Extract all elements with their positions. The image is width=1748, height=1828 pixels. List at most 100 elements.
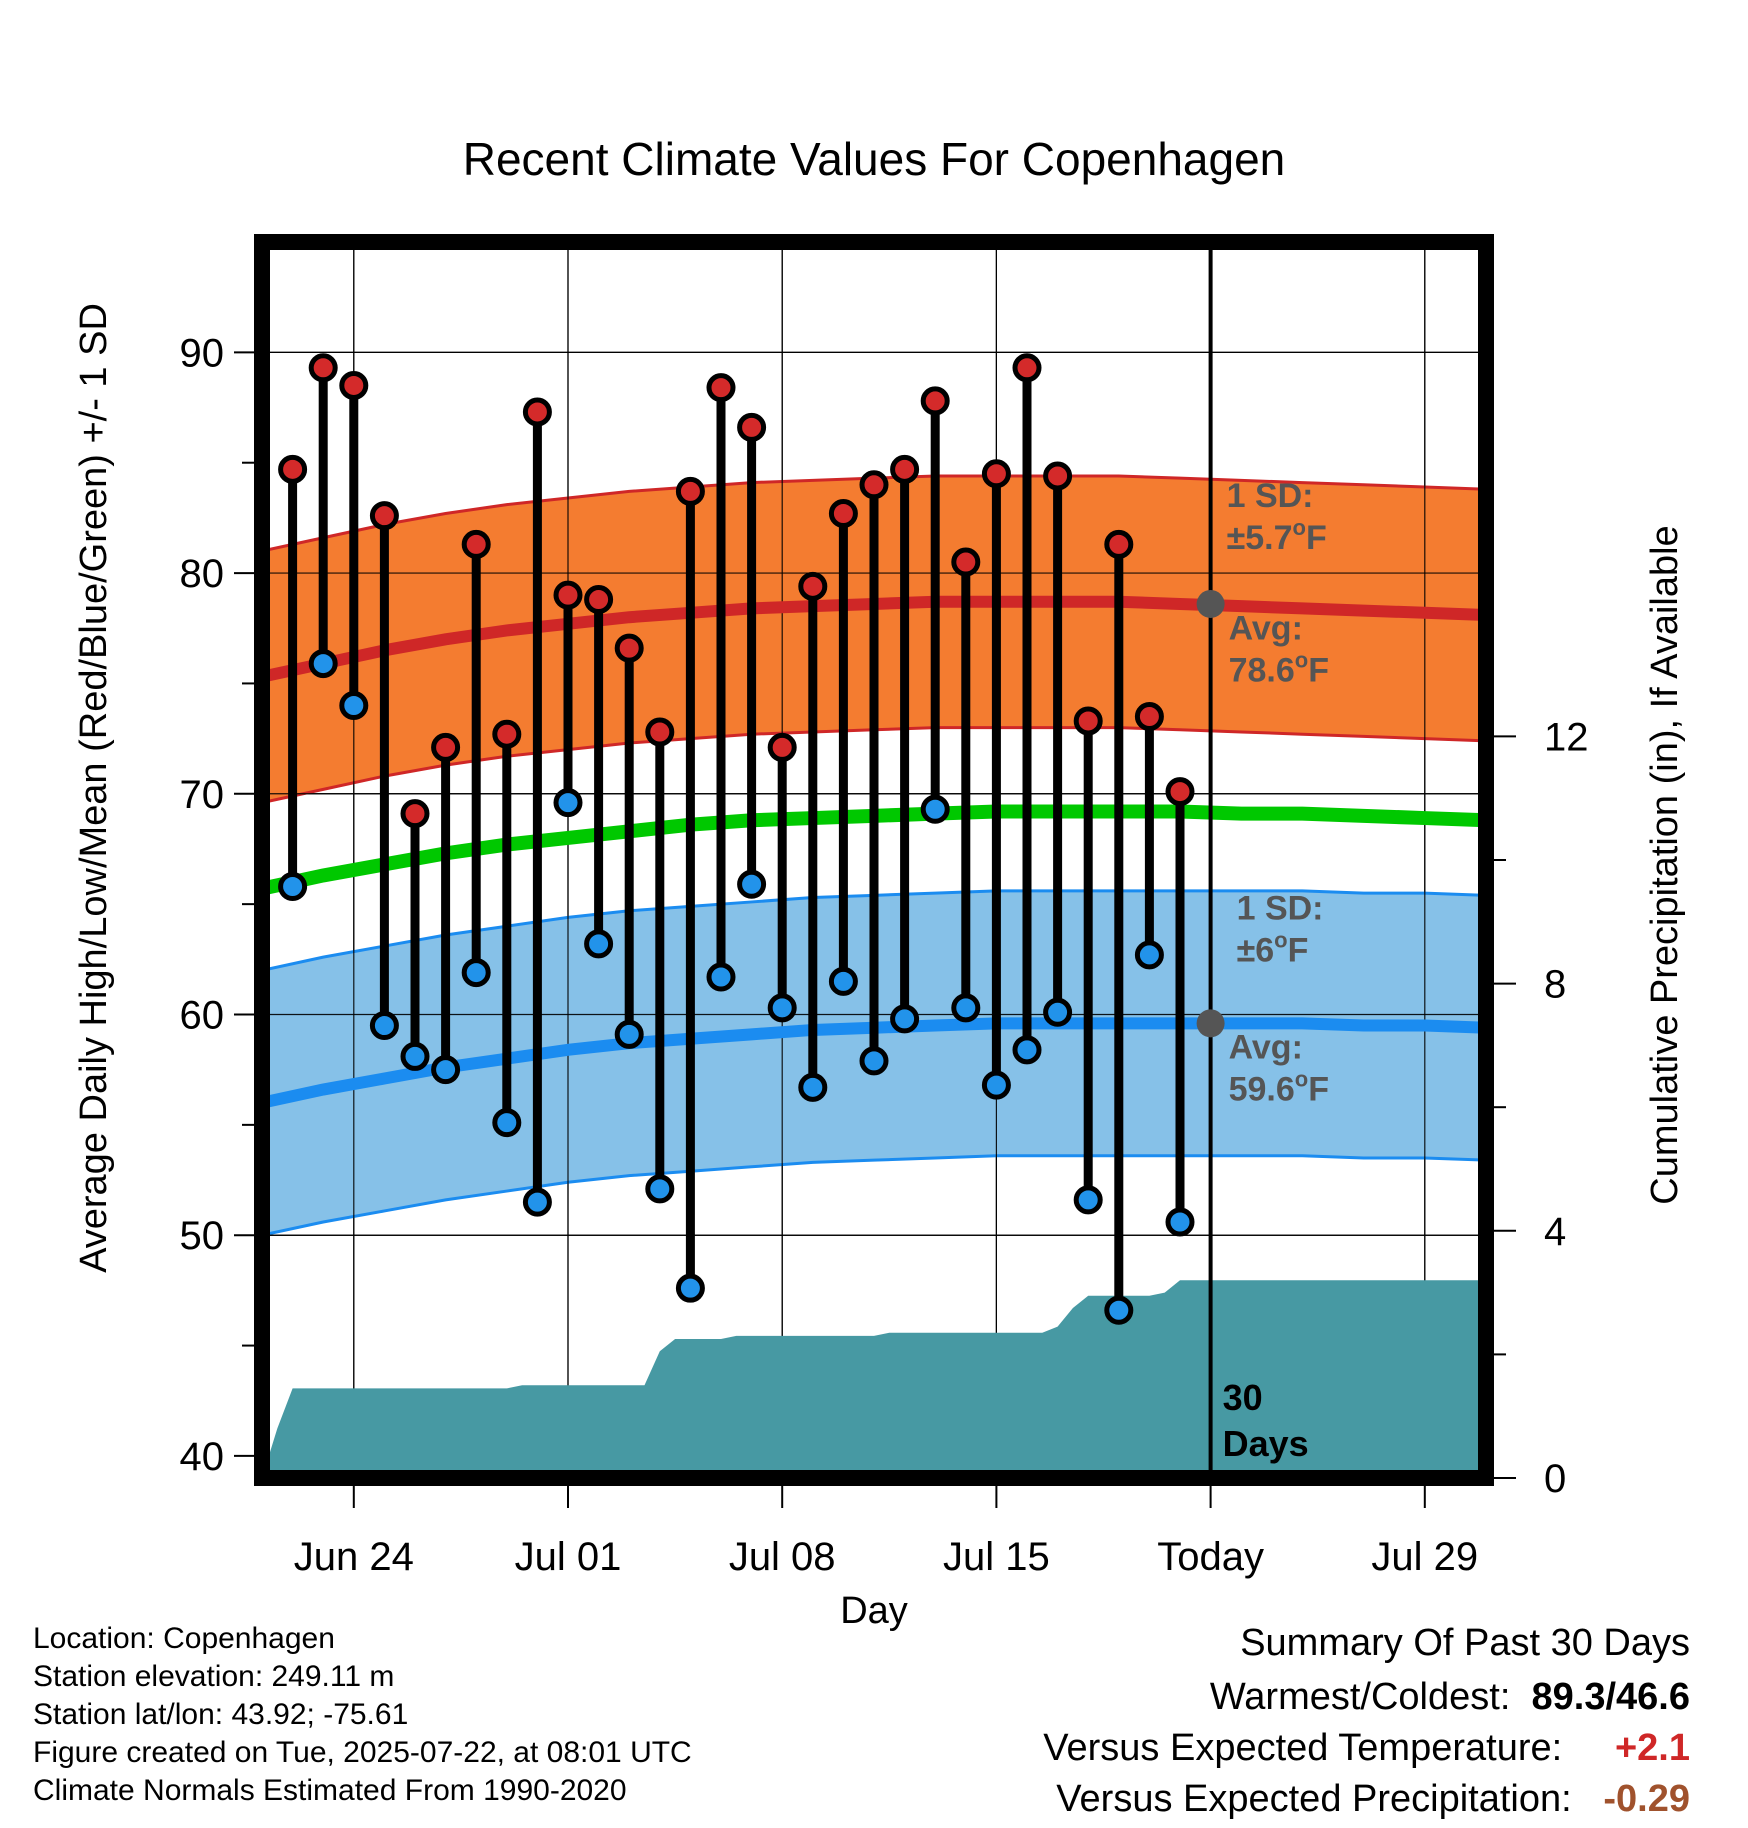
daily-low-point xyxy=(369,1011,399,1041)
low-avg-annotation-unit: F xyxy=(1308,1071,1329,1109)
daily-low-point xyxy=(737,869,767,899)
window-label-count: 30 xyxy=(1223,1377,1263,1418)
x-tick-label: Today xyxy=(1157,1535,1264,1579)
daily-high-point xyxy=(553,580,583,610)
summary-precipitation: Versus Expected Precipitation: -0.29 xyxy=(1056,1778,1690,1821)
low-sd-annotation-degree: o xyxy=(1274,928,1287,953)
y-tick-label: 60 xyxy=(180,994,225,1038)
daily-high-point xyxy=(522,397,552,427)
plot-frame xyxy=(254,234,1494,1486)
high-avg-annotation-value: 78.6 xyxy=(1229,651,1295,689)
daily-low-point xyxy=(1134,940,1164,970)
daily-high-point xyxy=(798,571,828,601)
daily-low-point xyxy=(1165,1207,1195,1237)
low-sd-annotation: 1 SD: ±6oF xyxy=(1237,890,1324,970)
y-axis-label: Average Daily High/Low/Mean (Red/Blue/Gr… xyxy=(73,303,115,1273)
daily-high-point xyxy=(706,373,736,403)
high-avg-annotation-unit: F xyxy=(1308,651,1329,689)
y2-tick-label: 0 xyxy=(1544,1457,1566,1501)
info-latlon: Station lat/lon: 43.92; -75.61 xyxy=(33,1698,409,1731)
x-tick-label: Jul 08 xyxy=(729,1535,836,1579)
daily-high-point xyxy=(278,454,308,484)
today-low-avg-marker xyxy=(1196,1009,1225,1038)
daily-high-point xyxy=(1104,529,1134,559)
y-tick-label: 40 xyxy=(180,1435,225,1479)
high-avg-annotation-degree: o xyxy=(1295,647,1308,672)
daily-high-point xyxy=(859,470,889,500)
station-info: Location: Copenhagen Station elevation: … xyxy=(33,1620,692,1810)
precipitation-area xyxy=(262,1280,1486,1478)
summary-heading: Summary Of Past 30 Days xyxy=(1240,1622,1690,1664)
high-sd-annotation-value: ±5.7 xyxy=(1227,519,1293,557)
daily-low-point xyxy=(584,929,614,959)
low-avg-annotation-line1: Avg: xyxy=(1229,1029,1303,1067)
daily-high-point xyxy=(767,732,797,762)
daily-low-point xyxy=(767,993,797,1023)
daily-high-point xyxy=(1012,353,1042,383)
high-avg-annotation: Avg: 78.6oF xyxy=(1229,609,1329,689)
daily-high-point xyxy=(828,498,858,528)
daily-high-point xyxy=(1043,461,1073,491)
x-tick-label: Jul 15 xyxy=(943,1535,1050,1579)
window-label-unit: Days xyxy=(1223,1423,1309,1464)
daily-high-point xyxy=(400,799,430,829)
low-sd-lower xyxy=(262,1154,1486,1237)
daily-high-point xyxy=(675,476,705,506)
x-tick-label: Jul 01 xyxy=(515,1535,622,1579)
daily-low-point xyxy=(308,649,338,679)
daily-high-point xyxy=(920,386,950,416)
warm-cold-label: Warmest/Coldest: xyxy=(1209,1676,1511,1718)
warm-cold-value: 89.3/46.6 xyxy=(1531,1676,1690,1718)
high-sd-annotation-unit: F xyxy=(1306,519,1327,557)
y2-tick-label: 8 xyxy=(1544,963,1566,1007)
low-avg-annotation-value: 59.6 xyxy=(1229,1071,1295,1109)
today-high-avg-marker xyxy=(1196,589,1225,618)
daily-low-point xyxy=(706,962,736,992)
daily-high-point xyxy=(645,717,675,747)
precip-label: Versus Expected Precipitation: xyxy=(1056,1778,1572,1820)
daily-low-point xyxy=(278,871,308,901)
info-normals: Climate Normals Estimated From 1990-2020 xyxy=(33,1774,627,1807)
daily-low-point xyxy=(522,1187,552,1217)
daily-high-point xyxy=(461,529,491,559)
y2-tick-label: 4 xyxy=(1544,1210,1566,1254)
daily-low-point xyxy=(553,788,583,818)
daily-low-point xyxy=(339,691,369,720)
x-axis-label: Day xyxy=(840,1590,908,1632)
daily-low-point xyxy=(1012,1035,1042,1065)
daily-low-point xyxy=(951,993,981,1023)
low-sd-annotation-line1: 1 SD: xyxy=(1237,890,1324,928)
daily-low-point xyxy=(981,1070,1011,1100)
daily-low-point xyxy=(1073,1185,1103,1215)
y-tick-label: 90 xyxy=(180,331,225,375)
daily-high-point xyxy=(614,633,644,663)
y-tick-label: 70 xyxy=(180,773,225,817)
daily-high-point xyxy=(369,501,399,531)
window-label: 30 Days xyxy=(1223,1377,1309,1464)
low-avg-annotation-degree: o xyxy=(1295,1067,1308,1092)
daily-low-point xyxy=(798,1072,828,1102)
daily-low-point xyxy=(675,1273,705,1303)
daily-low-point xyxy=(890,1004,920,1034)
daily-high-point xyxy=(1165,777,1195,807)
daily-low-point xyxy=(461,958,491,988)
daily-low-point xyxy=(920,794,950,824)
info-created: Figure created on Tue, 2025-07-22, at 08… xyxy=(33,1736,692,1769)
low-avg-annotation: Avg: 59.6oF xyxy=(1229,1029,1329,1109)
info-elevation: Station elevation: 249.11 m xyxy=(33,1660,395,1693)
precip-value: -0.29 xyxy=(1603,1778,1690,1820)
daily-low-point xyxy=(1043,997,1073,1027)
x-tick-label: Jun 24 xyxy=(294,1535,414,1579)
daily-high-point xyxy=(890,454,920,484)
temp-value: +2.1 xyxy=(1614,1727,1690,1769)
low-sd-annotation-value: ±6 xyxy=(1237,932,1275,970)
daily-high-point xyxy=(492,719,522,749)
summary-warm-cold: Warmest/Coldest: 89.3/46.6 xyxy=(1210,1676,1690,1719)
y2-tick-label: 12 xyxy=(1544,715,1589,759)
daily-low-point xyxy=(431,1055,461,1085)
daily-high-point xyxy=(1073,706,1103,736)
daily-high-point xyxy=(1134,702,1164,732)
daily-high-point xyxy=(951,547,981,577)
